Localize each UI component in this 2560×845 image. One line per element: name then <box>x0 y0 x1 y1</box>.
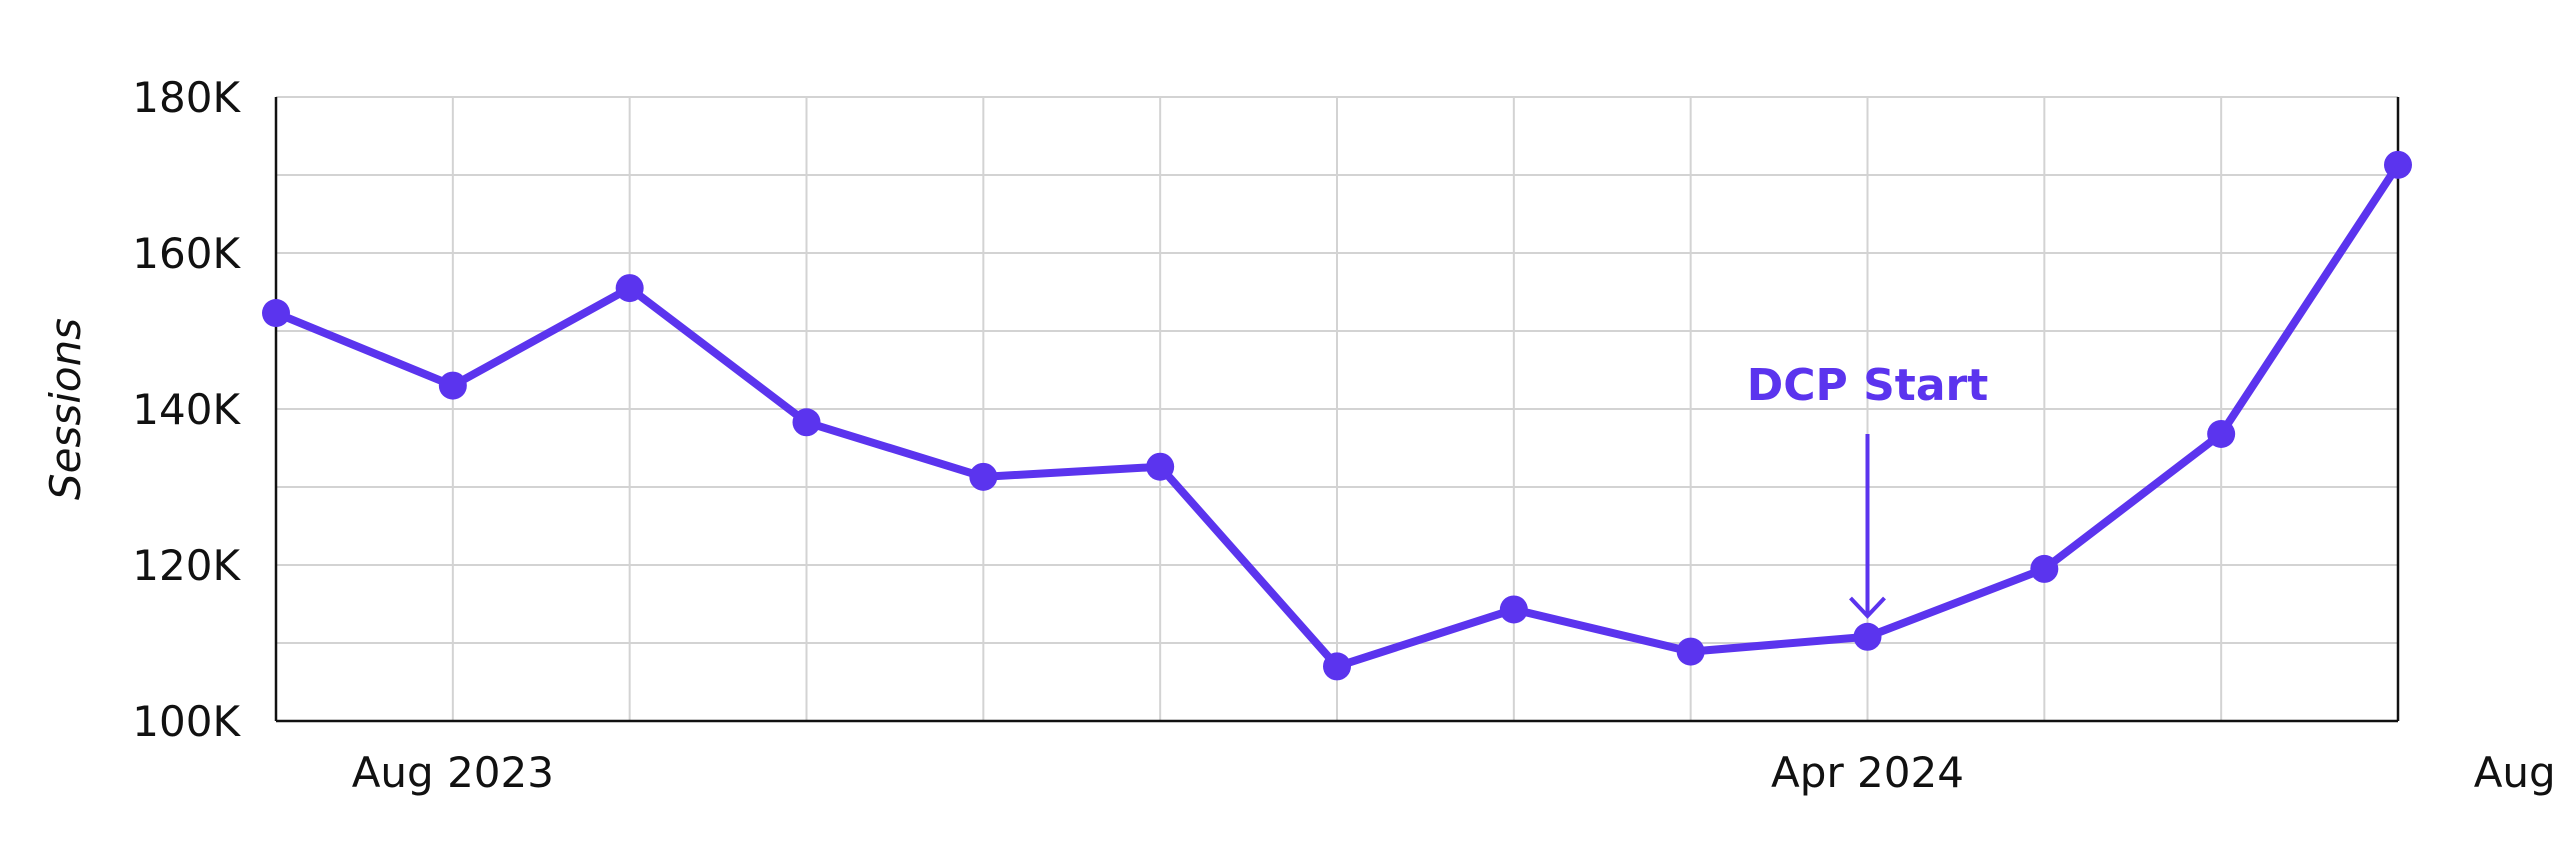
grid <box>275 96 2399 722</box>
y-axis-label: Sessions <box>41 318 90 500</box>
y-tick-label: 160K <box>132 229 241 278</box>
data-point <box>262 299 290 328</box>
y-tick-label: 180K <box>132 73 241 122</box>
x-tick-label: Aug 2023 <box>352 748 554 797</box>
x-tick-label: Aug 2024 <box>2474 748 2560 797</box>
annotation-label: DCP Start <box>1747 360 1989 411</box>
data-point <box>1499 595 1528 624</box>
annotation-dcp-start: DCP Start <box>1747 360 1989 619</box>
data-point <box>2207 419 2236 448</box>
data-point <box>615 274 644 303</box>
y-tick-label: 100K <box>132 697 241 746</box>
y-tick-label: 140K <box>132 385 241 434</box>
data-point <box>1146 452 1175 481</box>
data-point <box>1676 637 1705 666</box>
data-point <box>438 371 467 400</box>
data-point <box>1853 622 1882 651</box>
y-tick-labels: 100K 120K 140K 160K 180K <box>132 73 241 746</box>
series-sessions <box>262 150 2412 681</box>
data-point <box>1323 652 1351 681</box>
x-tick-label: Apr 2024 <box>1771 748 1964 797</box>
data-point <box>969 462 998 491</box>
x-tick-labels: Aug 2023 Apr 2024 Aug 2024 <box>352 748 2560 797</box>
data-point <box>792 408 821 437</box>
y-tick-label: 120K <box>132 541 241 590</box>
data-point <box>2384 150 2412 179</box>
annotation-arrow-head <box>1849 596 1886 619</box>
data-point <box>2030 554 2059 583</box>
axes <box>274 97 2400 723</box>
